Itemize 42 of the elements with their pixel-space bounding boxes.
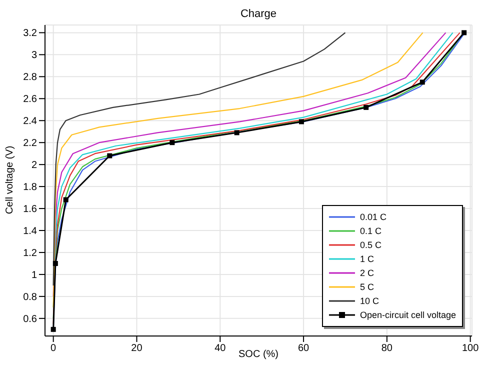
legend-label: 0.1 C <box>360 226 382 236</box>
y-tick-label: 2.4 <box>23 116 38 128</box>
point <box>462 30 467 36</box>
legend-label: 5 C <box>360 282 374 292</box>
x-tick-label: 0 <box>50 343 57 354</box>
x-tick-label: 100 <box>462 343 480 354</box>
point <box>234 130 240 136</box>
y-tick-label: 0.8 <box>23 292 38 303</box>
legend-label: 10 C <box>360 296 379 306</box>
y-tick-label: 3 <box>31 50 38 62</box>
y-tick-label: 1 <box>31 270 38 282</box>
y-tick-label: 2.2 <box>23 138 38 150</box>
point <box>298 119 304 124</box>
legend-label: 0.01 C <box>360 212 386 222</box>
y-tick-label: 1.8 <box>23 182 38 194</box>
y-tick-label: 2.6 <box>23 94 38 106</box>
legend-label: 0.5 C <box>360 240 382 250</box>
legend-label: Open-circuit cell voltage <box>360 310 456 320</box>
y-tick-label: 3.2 <box>23 28 38 40</box>
y-tick-label: 1.6 <box>23 204 38 216</box>
point <box>107 153 112 158</box>
legend-label: 2 C <box>360 268 374 278</box>
y-tick-label: 1.4 <box>23 226 38 238</box>
line-series <box>52 32 346 286</box>
x-tick-label: 40 <box>214 343 226 354</box>
point <box>52 260 58 266</box>
point <box>170 140 175 146</box>
y-axis-title: Cell voltage (V) <box>4 146 16 214</box>
point <box>364 104 369 110</box>
y-tick-label: 0.6 <box>23 314 38 325</box>
point <box>63 197 68 202</box>
y-tick-label: 2 <box>31 160 38 172</box>
chart-title: Charge <box>239 8 278 20</box>
x-tick-label: 60 <box>298 343 310 354</box>
point <box>50 326 56 332</box>
legend-label: 1 C <box>360 254 374 264</box>
point <box>420 80 425 85</box>
y-tick-label: 2.8 <box>23 72 38 84</box>
x-axis-title: SOC (%) <box>238 349 278 360</box>
x-tick-label: 20 <box>131 343 143 354</box>
y-tick-label: 1.2 <box>23 248 38 260</box>
x-tick-label: 80 <box>381 343 393 354</box>
